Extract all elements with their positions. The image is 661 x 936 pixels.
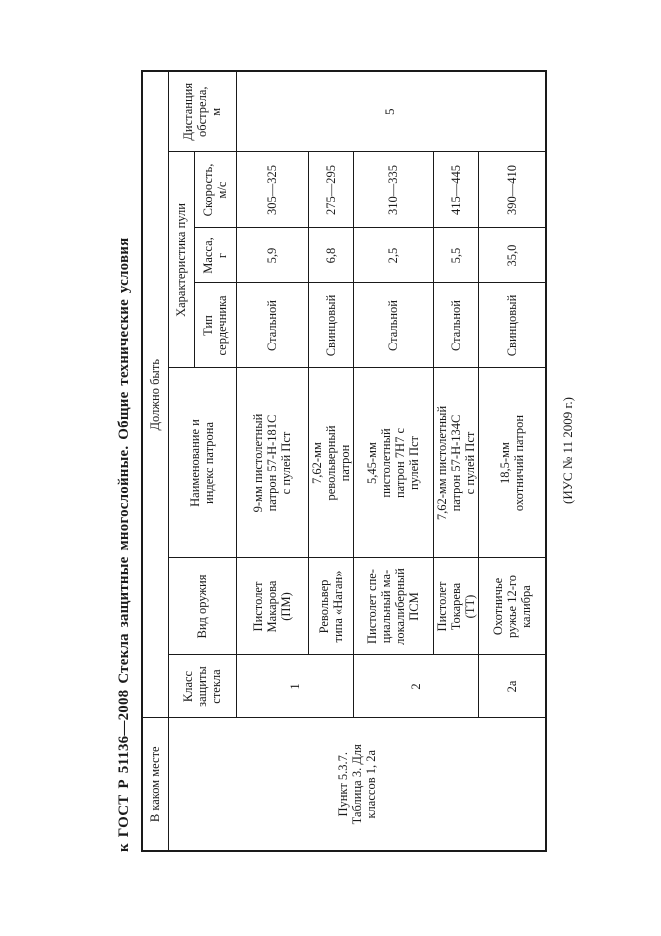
cell-weapon: Пистолет спе- циальный ма- локалиберный … (353, 558, 433, 655)
cell-class-2: 2 (353, 655, 478, 718)
cell-mass: 35,0 (478, 228, 546, 283)
header-cartridge: Наименование и индекс патрона (168, 368, 236, 558)
cell-weapon: Револьвер типа «Наган» (308, 558, 353, 655)
cell-class-2a: 2а (478, 655, 546, 718)
cell-speed: 415—445 (433, 152, 478, 228)
header-bullet-characteristics: Характеристика пули (168, 152, 194, 368)
header-must-be: Должно быть (142, 70, 168, 718)
cell-where-value: Пункт 5.3.7. Таблица 3. Для классов 1, 2… (168, 718, 546, 851)
cell-weapon: Охотничье ружье 12-го калибра (478, 558, 546, 655)
cell-distance-value: 5 (236, 70, 546, 152)
header-speed: Скорость, м/с (194, 152, 236, 228)
amendment-table: В каком месте Должно быть Пункт 5.3.7. Т… (141, 69, 547, 852)
rotated-content: к ГОСТ Р 51136—2008 Стекла защитные мног… (111, 69, 581, 852)
cell-core: Свинцовый (308, 283, 353, 368)
cell-speed: 310—335 (353, 152, 433, 228)
page-title: к ГОСТ Р 51136—2008 Стекла защитные мног… (116, 237, 132, 852)
cell-speed: 390—410 (478, 152, 546, 228)
header-weapon-type: Вид оружия (168, 558, 236, 655)
cell-class-1: 1 (236, 655, 353, 718)
footnote: (ИУС № 11 2009 г.) (560, 397, 575, 504)
cell-cartridge: 18,5-мм охотничий патрон (478, 368, 546, 558)
cell-speed: 305—325 (236, 152, 308, 228)
header-glass-class: Класс защиты стекла (168, 655, 236, 718)
cell-weapon: Пистолет Макарова (ПМ) (236, 558, 308, 655)
cell-mass: 2,5 (353, 228, 433, 283)
cell-core: Стальной (353, 283, 433, 368)
cell-core: Свинцовый (478, 283, 546, 368)
header-core-type: Тип сердечника (194, 283, 236, 368)
cell-speed: 275—295 (308, 152, 353, 228)
cell-mass: 5,5 (433, 228, 478, 283)
cell-cartridge: 5,45-мм пистолетный патрон 7Н7 с пулей П… (353, 368, 433, 558)
header-where: В каком месте (142, 718, 168, 851)
cell-cartridge: 9-мм пистолетный патрон 57-Н-181С с пуле… (236, 368, 308, 558)
cell-core: Стальной (433, 283, 478, 368)
cell-weapon: Пистолет Токарева (ТТ) (433, 558, 478, 655)
cell-cartridge: 7,62-мм револьверный патрон (308, 368, 353, 558)
cell-mass: 6,8 (308, 228, 353, 283)
cell-cartridge: 7,62-мм пистолетный патрон 57-Н-134С с п… (433, 368, 478, 558)
header-mass: Масса, г (194, 228, 236, 283)
cell-core: Стальной (236, 283, 308, 368)
header-distance: Дистанция обстрела, м (168, 70, 236, 152)
cell-mass: 5,9 (236, 228, 308, 283)
